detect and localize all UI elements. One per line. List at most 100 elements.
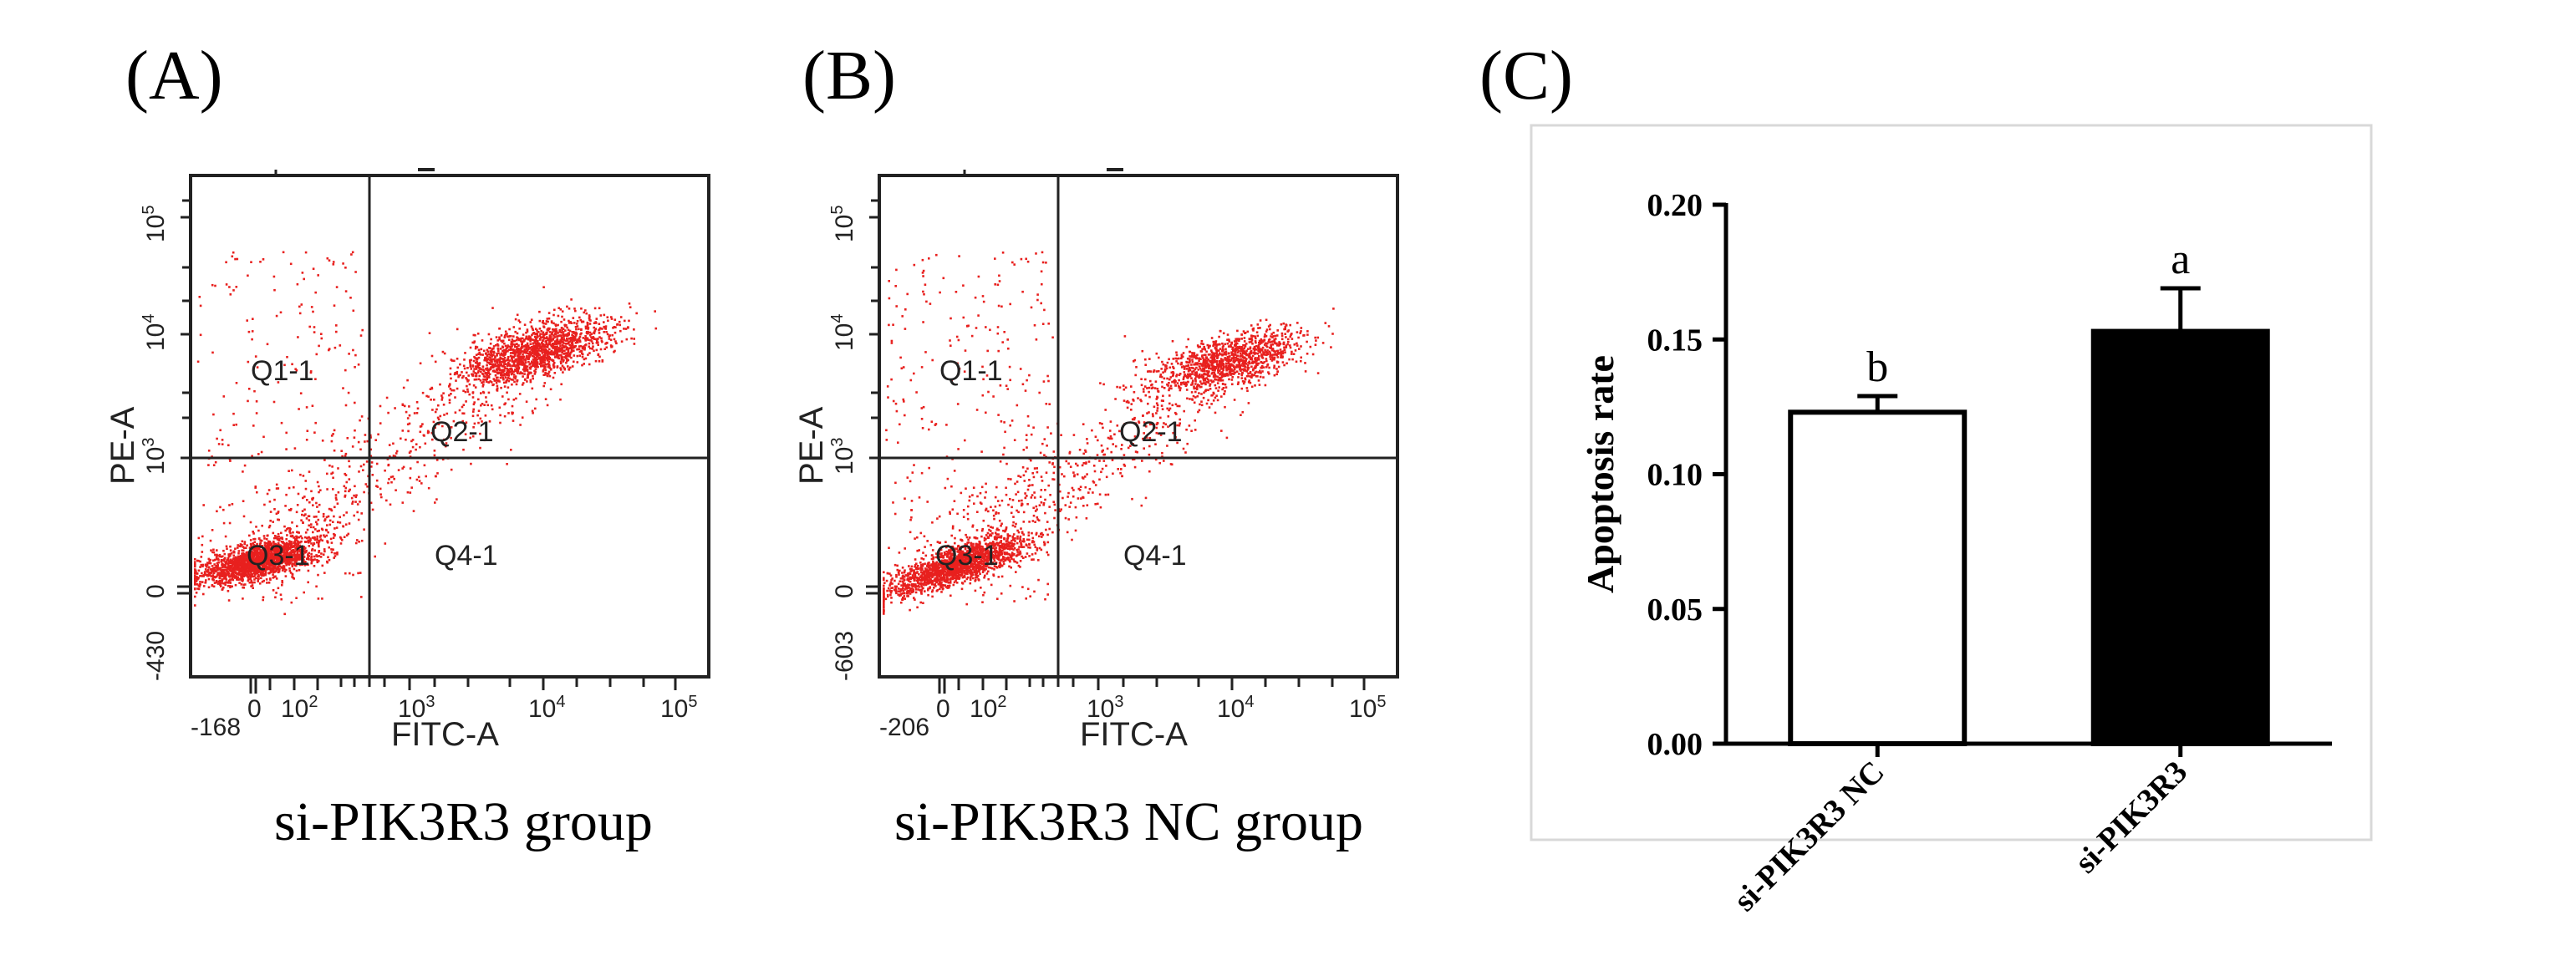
scatter-point (275, 512, 278, 516)
scatter-point (495, 336, 498, 338)
scatter-point (258, 566, 261, 568)
scatter-point (598, 323, 601, 325)
scatter-point (242, 562, 244, 564)
scatter-point (581, 353, 584, 356)
scatter-point (1020, 527, 1022, 530)
scatter-point (920, 586, 923, 588)
scatter-point (527, 338, 530, 340)
scatter-point (403, 404, 406, 408)
scatter-point (281, 583, 283, 587)
scatter-point (276, 547, 279, 551)
scatter-point (248, 546, 252, 549)
scatter-point (229, 549, 232, 552)
scatter-point (235, 423, 237, 426)
scatter-point (247, 578, 250, 581)
scatter-point (256, 570, 258, 573)
scatter-point (939, 578, 942, 581)
scatter-point (517, 364, 520, 368)
scatter-point (354, 429, 356, 432)
scatter-point (995, 533, 998, 536)
scatter-point (288, 540, 291, 542)
scatter-point (498, 328, 501, 330)
scatter-point (222, 558, 226, 562)
scatter-point (585, 338, 588, 341)
scatter-point (362, 469, 364, 471)
y-tick-label: -430 (142, 631, 170, 681)
scatter-point (598, 336, 601, 338)
scatter-point (574, 335, 577, 338)
scatter-point (277, 532, 280, 536)
scatter-point (351, 501, 354, 503)
scatter-point (217, 572, 221, 575)
scatter-point (985, 557, 989, 560)
scatter-point (342, 387, 344, 389)
scatter-point (471, 414, 475, 418)
scatter-point (561, 327, 563, 329)
scatter-point (506, 391, 508, 394)
scatter-point (475, 378, 478, 381)
scatter-point (232, 251, 235, 254)
scatter-point (548, 374, 552, 378)
scatter-point (552, 347, 554, 349)
scatter-point (454, 411, 457, 414)
scatter-point (275, 536, 277, 540)
scatter-point (241, 580, 244, 582)
scatter-point (204, 568, 207, 571)
scatter-point (245, 546, 247, 549)
scatter-point (593, 326, 595, 329)
scatter-point (320, 337, 323, 340)
scatter-point (546, 353, 549, 357)
scatter-point (526, 343, 529, 346)
scatter-point (335, 526, 339, 529)
scatter-point (252, 565, 255, 567)
scatter-point (480, 404, 482, 407)
scatter-point (312, 267, 315, 270)
scatter-point (236, 578, 238, 581)
scatter-point (981, 565, 985, 568)
scatter-point (259, 558, 262, 562)
scatter-point (897, 593, 899, 596)
scatter-point (475, 345, 477, 348)
scatter-point (1008, 565, 1011, 568)
scatter-point (547, 343, 549, 347)
scatter-point (313, 516, 316, 518)
scatter-point (539, 346, 542, 348)
scatter-point (303, 546, 305, 548)
scatter-point (472, 426, 475, 429)
scatter-point (931, 589, 934, 592)
scatter-point (598, 332, 601, 334)
scatter-point (522, 350, 525, 353)
scatter-point (481, 372, 484, 375)
scatter-point (303, 564, 307, 567)
scatter-point (516, 332, 519, 335)
scatter-point (506, 367, 509, 370)
scatter-point (571, 340, 573, 343)
scatter-point (272, 541, 275, 544)
scatter-point (593, 307, 597, 310)
scatter-point (603, 321, 605, 323)
scatter-point (352, 348, 354, 352)
scatter-point (549, 336, 552, 338)
scatter-point (277, 487, 280, 490)
scatter-point (965, 577, 969, 581)
scatter-point (554, 355, 557, 358)
scatter-point (516, 358, 518, 361)
scatter-point (486, 348, 489, 352)
scatter-point (563, 338, 565, 340)
scatter-point (1022, 538, 1026, 541)
scatter-point (202, 504, 205, 506)
scatter-point (195, 580, 198, 582)
scatter-point (556, 349, 558, 353)
scatter-point (598, 355, 601, 358)
scatter-point (462, 375, 465, 378)
scatter-point (282, 555, 284, 558)
scatter-point (308, 541, 310, 544)
scatter-point (570, 350, 573, 353)
scatter-point (485, 357, 488, 359)
scatter-point (211, 351, 214, 354)
scatter-point (289, 572, 293, 574)
scatter-point (486, 361, 489, 363)
scatter-point (211, 529, 214, 531)
scatter-point (547, 358, 549, 361)
scatter-point (262, 569, 266, 572)
